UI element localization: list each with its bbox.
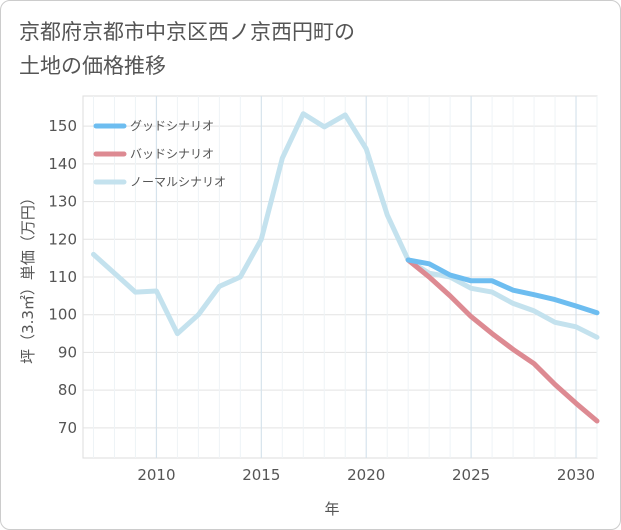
legend-label: グッドシナリオ bbox=[130, 119, 214, 133]
y-tick-label: 140 bbox=[48, 155, 77, 173]
chart-title-line2: 土地の価格推移 bbox=[19, 54, 166, 78]
legend-label: ノーマルシナリオ bbox=[130, 175, 226, 189]
y-tick-label: 110 bbox=[48, 268, 77, 286]
x-axis-label: 年 bbox=[324, 500, 339, 518]
x-tick-label: 2010 bbox=[137, 466, 175, 484]
x-tick-label: 2015 bbox=[242, 466, 280, 484]
y-tick-label: 90 bbox=[58, 343, 77, 361]
x-tick-label: 2020 bbox=[347, 466, 385, 484]
y-tick-label: 70 bbox=[58, 419, 77, 437]
series-line-2 bbox=[91, 111, 600, 340]
y-tick-label: 150 bbox=[48, 117, 77, 135]
y-tick-label: 130 bbox=[48, 193, 77, 211]
chart-title: 京都府京都市中京区西ノ京西円町の 土地の価格推移 bbox=[19, 15, 579, 83]
series-line-0 bbox=[405, 257, 600, 316]
x-tick-label: 2025 bbox=[452, 466, 490, 484]
chart-title-line1: 京都府京都市中京区西ノ京西円町の bbox=[19, 20, 355, 44]
series-line-1 bbox=[405, 257, 600, 424]
y-tick-label: 100 bbox=[48, 306, 77, 324]
y-tick-label: 120 bbox=[48, 230, 77, 248]
legend-label: バッドシナリオ bbox=[130, 147, 214, 161]
y-axis-label: 坪（3.3㎡）単価（万円） bbox=[19, 190, 37, 364]
y-tick-label: 80 bbox=[58, 381, 77, 399]
x-tick-label: 2030 bbox=[557, 466, 595, 484]
